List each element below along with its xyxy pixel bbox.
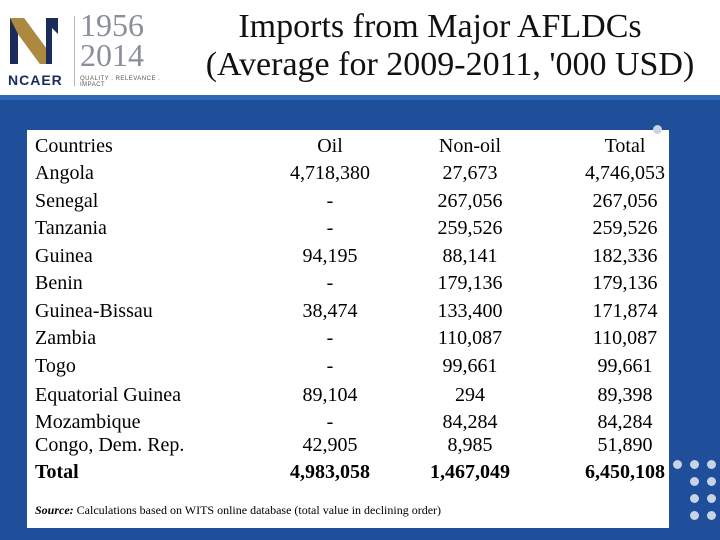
cell-total: 110,087 [592,327,658,349]
decor-dot [690,460,699,469]
cell-country: Angola [35,162,94,184]
ncaer-logo: 1956 2014 NCAER QUALITY . RELEVANCE . IM… [6,7,166,90]
header-total: Total [604,135,646,157]
cell-non-oil: 267,056 [437,190,503,212]
panel-top-stripe [0,95,720,100]
ncaer-n-icon [10,18,58,64]
cell-total: 259,526 [592,217,658,239]
decor-dot [707,511,716,520]
header-countries: Countries [35,135,113,157]
cell-total: 179,136 [592,272,658,294]
decor-dot [707,494,716,503]
cell-non-oil: 294 [455,384,485,406]
cell-oil: - [326,217,334,239]
cell-total: 89,398 [597,384,653,406]
cell-oil: 42,905 [302,434,358,456]
cell-country: Equatorial Guinea [35,384,182,406]
decor-dot [690,477,699,486]
cell-non-oil: 88,141 [442,245,498,267]
cell-oil: - [326,327,334,349]
title-line-1: Imports from Major AFLDCs [238,8,642,45]
cell-total: 267,056 [592,190,658,212]
decor-dot [673,460,682,469]
cell-total: 171,874 [592,300,658,322]
cell-oil: 4,718,380 [290,162,370,184]
decor-dot [690,511,699,520]
header-oil: Oil [317,135,343,157]
cell-country: Guinea-Bissau [35,300,153,322]
cell-country: Togo [35,355,76,377]
source-note: Source: Calculations based on WITS onlin… [35,503,441,518]
cell-non-oil: 84,284 [442,411,498,433]
logo-years: 1956 2014 [80,7,144,73]
cell-oil: - [326,272,334,294]
cell-country: Tanzania [35,217,107,239]
table-sheet [27,130,669,528]
cell-total: 4,746,053 [585,162,665,184]
cell-non-oil: 110,087 [437,327,503,349]
title-line-2: (Average for 2009-2011, '000 USD) [205,46,695,83]
cell-country: Congo, Dem. Rep. [35,434,185,456]
cell-country: Zambia [35,327,97,349]
cell-non-oil: 259,526 [437,217,503,239]
decor-dot [707,477,716,486]
decor-dot [653,125,662,134]
cell-non-oil: 179,136 [437,272,503,294]
logo-separator [74,16,75,86]
cell-country: Mozambique [35,411,141,433]
cell-oil: - [326,355,334,377]
total-non-oil: 1,467,049 [430,461,510,483]
cell-oil: 38,474 [302,300,358,322]
cell-non-oil: 8,985 [447,434,493,456]
slide-title: Imports from Major AFLDCs (Average for 2… [160,8,720,84]
header-non-oil: Non-oil [438,135,502,157]
cell-non-oil: 133,400 [437,300,503,322]
decor-dot [690,494,699,503]
slide-header: 1956 2014 NCAER QUALITY . RELEVANCE . IM… [0,0,720,95]
source-label: Source: [35,503,74,517]
total-label: Total [35,461,79,483]
cell-country: Senegal [35,190,99,212]
logo-year-end: 2014 [80,37,144,73]
source-text: Calculations based on WITS online databa… [73,503,442,517]
total-oil: 4,983,058 [290,461,370,483]
cell-country: Benin [35,272,83,294]
cell-total: 99,661 [597,355,653,377]
decor-dot [707,460,716,469]
cell-total: 51,890 [597,434,653,456]
total-total: 6,450,108 [585,461,665,483]
cell-oil: 89,104 [302,384,358,406]
cell-oil: - [326,190,334,212]
cell-oil: - [326,411,334,433]
cell-non-oil: 27,673 [442,162,498,184]
logo-tagline: QUALITY . RELEVANCE . IMPACT [80,76,161,88]
cell-country: Guinea [35,245,93,267]
cell-oil: 94,195 [302,245,358,267]
cell-total: 182,336 [592,245,658,267]
logo-year-start: 1956 [80,7,144,43]
cell-non-oil: 99,661 [442,355,498,377]
cell-total: 84,284 [597,411,653,433]
logo-brand: NCAER [8,72,63,88]
